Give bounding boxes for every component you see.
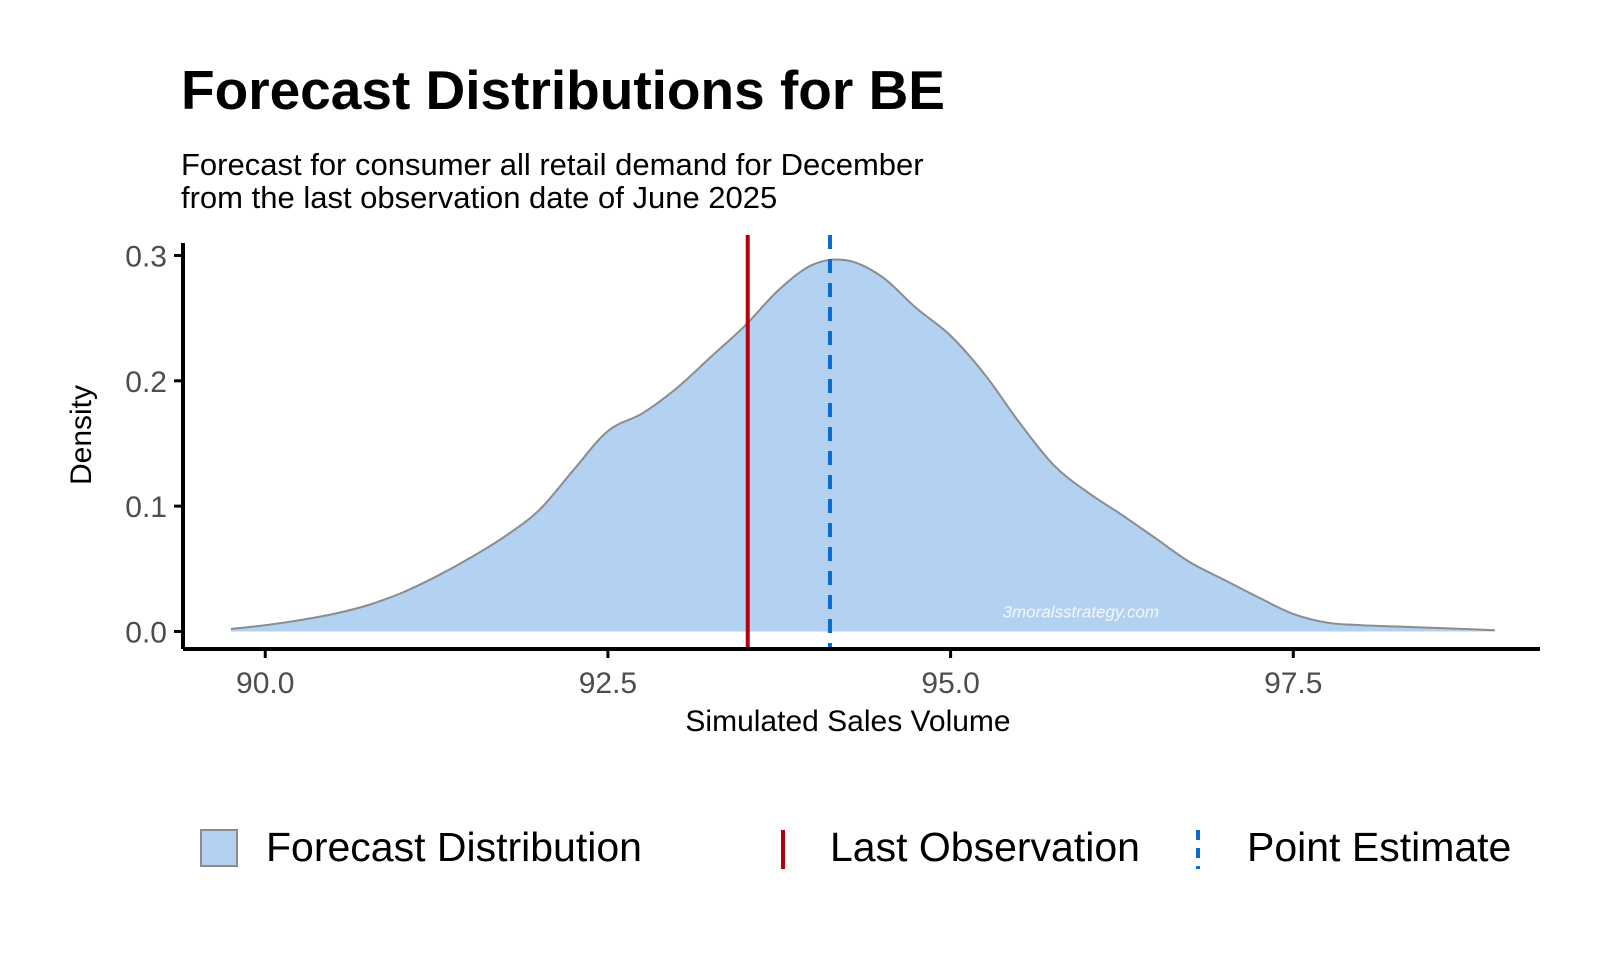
x-tick-label: 97.5 bbox=[1264, 667, 1322, 700]
y-tick-label: 0.3 bbox=[125, 241, 167, 274]
x-tick-label: 92.5 bbox=[579, 667, 637, 700]
chart-subtitle-line-1: Forecast for consumer all retail demand … bbox=[181, 147, 924, 182]
y-tick-label: 0.1 bbox=[125, 491, 167, 524]
legend-label-last-observation: Last Observation bbox=[830, 824, 1140, 870]
legend-label-point-estimate: Point Estimate bbox=[1247, 824, 1511, 870]
chart-title: Forecast Distributions for BE bbox=[181, 59, 945, 121]
y-tick-label: 0.2 bbox=[125, 366, 167, 399]
legend-label-forecast-distribution: Forecast Distribution bbox=[266, 824, 642, 870]
density-curve bbox=[230, 258, 1495, 632]
density-area bbox=[230, 259, 1495, 632]
x-axis-label: Simulated Sales Volume bbox=[685, 705, 1010, 738]
legend-key-forecast-distribution bbox=[200, 829, 238, 867]
y-tick-label: 0.0 bbox=[125, 616, 167, 649]
legend: Forecast Distribution Last Observation P… bbox=[200, 824, 1511, 870]
watermark-text: 3moralsstrategy.com bbox=[1003, 603, 1160, 622]
plot-area: 3moralsstrategy.com 0.0 0.1 0.2 0.3 90.0 92.5 9… bbox=[125, 235, 1540, 700]
chart-subtitle-line-2: from the last observation date of June 2… bbox=[181, 180, 777, 215]
x-tick-label: 95.0 bbox=[921, 667, 979, 700]
x-tick-label: 90.0 bbox=[236, 667, 294, 700]
y-axis-label: Density bbox=[65, 385, 98, 485]
